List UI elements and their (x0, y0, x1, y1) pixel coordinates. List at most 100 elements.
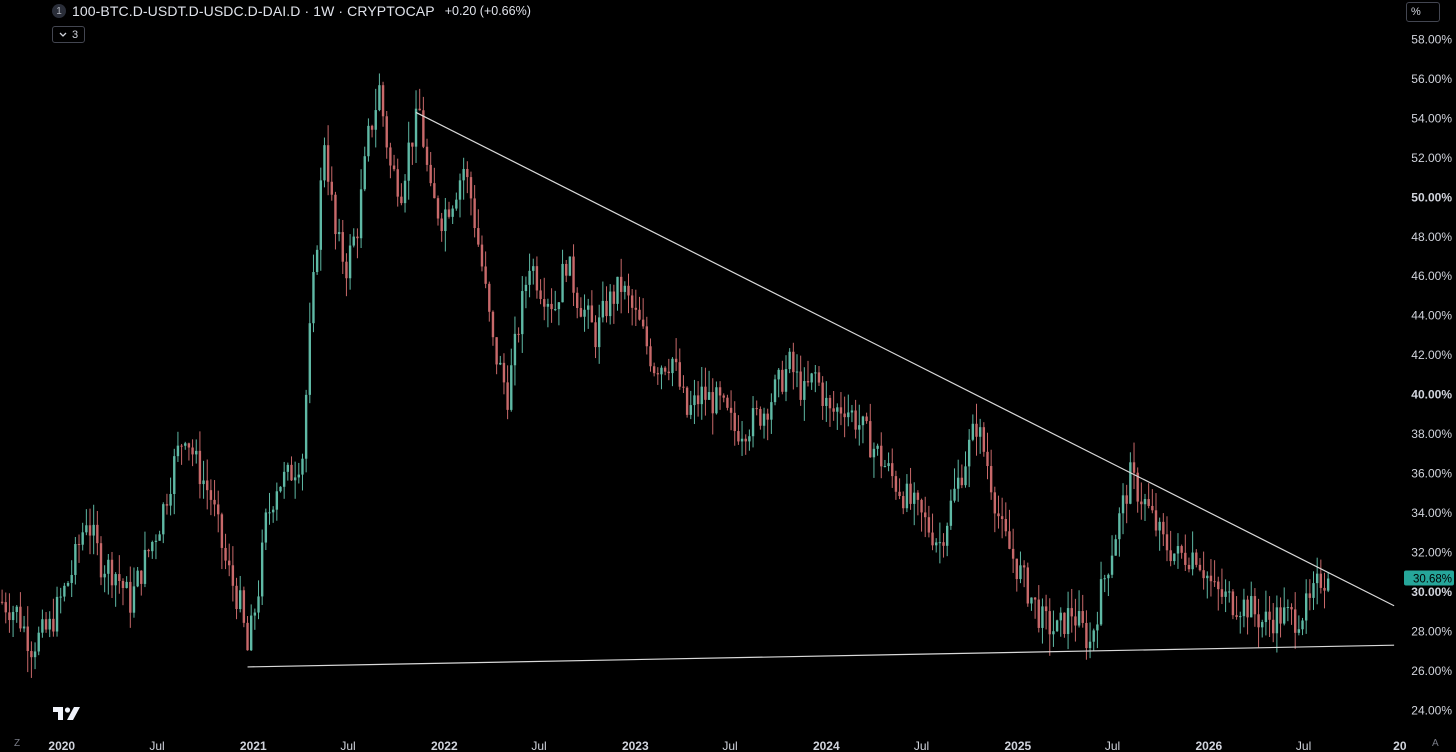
candle-down (220, 514, 224, 548)
candle-up (154, 540, 158, 542)
candle-up (279, 486, 282, 492)
candle-down (781, 369, 784, 392)
candle-down (894, 476, 898, 492)
candle-down (213, 499, 216, 505)
scale-zoom-corner[interactable]: Z (14, 738, 21, 749)
candle-down (429, 164, 432, 184)
candle-down (228, 560, 231, 566)
candle-down (425, 146, 429, 165)
candle-up (707, 392, 711, 400)
candle-down (1165, 534, 1169, 551)
candle-down (1070, 608, 1073, 617)
candle-down (469, 177, 473, 199)
candle-up (1275, 607, 1279, 634)
candle-down (0, 601, 4, 603)
candle-up (1096, 624, 1099, 631)
candle-up (319, 180, 322, 250)
candle-down (1209, 575, 1213, 582)
candle-up (308, 323, 312, 395)
last-price-label: 30.68% (1413, 574, 1452, 586)
trendline-descending-resistance[interactable] (415, 111, 1395, 607)
candle-down (1279, 607, 1282, 624)
candle-up (814, 372, 817, 374)
candle-up (103, 573, 106, 578)
candle-down (422, 110, 425, 147)
candle-up (524, 284, 528, 292)
x-tick-label: Jul (722, 739, 737, 752)
candle-down (605, 300, 608, 317)
candle-up (499, 362, 502, 365)
candle-up (689, 405, 692, 415)
y-tick-label: 24.00% (1411, 703, 1452, 717)
candle-up (92, 524, 95, 536)
candle-up (55, 596, 59, 632)
candle-up (1030, 597, 1033, 604)
candle-up (169, 493, 172, 506)
candle-down (1323, 587, 1326, 591)
time-axis[interactable]: 2020 Jul 2021 Jul 2022 Jul 2023 Jul 2024 Jul 2025 J… (48, 739, 1406, 752)
series-index-badge[interactable]: 1 (52, 4, 66, 18)
candle-down (411, 142, 414, 147)
candle-up (22, 626, 26, 629)
candle-down (986, 451, 989, 467)
x-tick-label: Jul (340, 739, 355, 752)
candle-up (264, 512, 268, 543)
candle-up (1176, 546, 1180, 554)
candle-up (11, 612, 15, 621)
price-axis[interactable]: 24.00% 26.00% 28.00% 30.00% 32.00% 34.00% 36.0… (1411, 32, 1452, 717)
symbol-title[interactable]: 100-BTC.D-USDT.D-USDC.D-DAI.D · 1W · CRY… (72, 3, 435, 19)
candle-up (1224, 591, 1227, 597)
candle-up (784, 369, 788, 392)
candle-up (773, 379, 777, 403)
candle-up (70, 574, 73, 583)
candle-down (1272, 619, 1275, 634)
candle-down (612, 291, 616, 304)
candle-down (759, 408, 762, 426)
candle-up (597, 317, 601, 348)
candle-down (799, 371, 802, 400)
candle-down (1136, 472, 1139, 502)
candle-up (971, 423, 975, 440)
auto-scale-button[interactable]: A (1432, 738, 1439, 749)
candle-up (1129, 462, 1132, 504)
candle-down (1202, 570, 1205, 579)
candle-up (700, 386, 703, 405)
candle-down (206, 480, 209, 491)
candle-down (1246, 599, 1249, 618)
candle-down (993, 492, 997, 514)
candle-down (1140, 501, 1143, 505)
candle-down (385, 116, 388, 148)
candle-up (85, 525, 88, 533)
candle-down (1268, 611, 1271, 620)
y-tick-label: 40.00% (1411, 388, 1452, 402)
candle-down (722, 395, 725, 398)
candle-down (1213, 581, 1216, 583)
candle-down (330, 181, 333, 195)
x-tick-label: 2023 (622, 739, 649, 752)
candle-up (1041, 606, 1044, 628)
candle-down (381, 85, 385, 117)
candle-down (733, 412, 736, 432)
candle-up (1121, 495, 1125, 514)
candle-up (151, 541, 154, 552)
percent-scale-button[interactable]: % (1406, 2, 1440, 22)
indicators-collapse-button[interactable]: 3 (52, 26, 86, 43)
candle-down (678, 362, 681, 387)
y-tick-label: 46.00% (1411, 269, 1452, 283)
candle-up (323, 145, 326, 181)
candle-up (876, 445, 879, 449)
candle-up (1191, 552, 1194, 570)
y-tick-label: 34.00% (1411, 506, 1452, 520)
candle-up (271, 509, 275, 513)
candle-up (1103, 578, 1106, 580)
chevron-down-icon (59, 32, 67, 37)
candle-down (1081, 611, 1084, 623)
trendline-ascending-support[interactable] (247, 644, 1395, 668)
candle-down (8, 612, 11, 621)
candle-down (495, 337, 498, 365)
candle-down (821, 382, 824, 406)
candle-down (989, 466, 993, 493)
candle-down (891, 463, 894, 477)
candle-down (594, 322, 597, 348)
